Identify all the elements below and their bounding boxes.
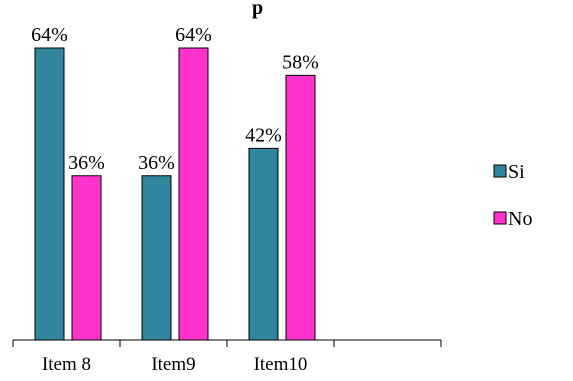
x-tick-label-item8: Item 8 <box>42 354 91 375</box>
bar-si-item10 <box>248 147 279 341</box>
bar-no-item9 <box>178 47 209 341</box>
value-label-si-item8: 64% <box>31 24 68 46</box>
bar-no-item8 <box>71 175 102 341</box>
bars-layer <box>34 47 316 341</box>
legend: Si No <box>493 161 532 230</box>
legend-swatch-si <box>493 164 507 178</box>
x-axis: Item 8 Item9 Item10 <box>12 339 442 375</box>
bar-si-item8 <box>34 47 65 341</box>
x-tick-label-item9: Item9 <box>151 354 195 375</box>
chart-title-fragment: p <box>252 0 263 19</box>
x-tick-label-item10: Item10 <box>254 354 308 375</box>
legend-label-no: No <box>508 208 532 230</box>
legend-label-si: Si <box>508 161 525 183</box>
value-label-no-item8: 36% <box>68 152 105 174</box>
value-label-no-item10: 58% <box>282 51 319 73</box>
value-labels-layer: 64% 36% 36% 64% 42% 58% <box>31 24 319 174</box>
bar-si-item9 <box>141 175 172 341</box>
value-label-si-item10: 42% <box>245 124 282 146</box>
legend-swatch-no <box>493 211 507 225</box>
bar-no-item10 <box>285 74 316 341</box>
value-label-si-item9: 36% <box>138 152 175 174</box>
value-label-no-item9: 64% <box>175 24 212 46</box>
